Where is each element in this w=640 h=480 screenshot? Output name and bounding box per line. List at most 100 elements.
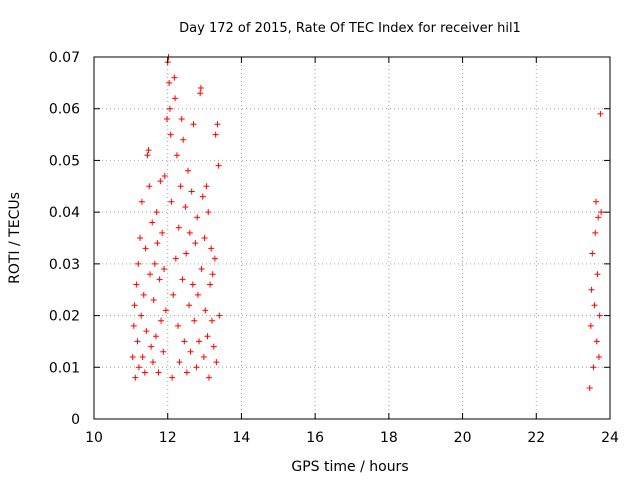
data-point bbox=[144, 152, 151, 159]
data-point bbox=[149, 359, 156, 366]
data-point bbox=[204, 333, 211, 340]
y-tick-label: 0.02 bbox=[49, 309, 80, 325]
y-tick-label: 0.05 bbox=[49, 153, 80, 169]
data-point bbox=[202, 307, 209, 314]
data-point bbox=[138, 312, 145, 319]
data-point bbox=[216, 312, 223, 319]
data-point bbox=[155, 369, 162, 376]
data-point bbox=[205, 209, 212, 216]
data-point bbox=[135, 260, 142, 267]
data-point bbox=[188, 188, 195, 195]
data-point bbox=[160, 348, 167, 355]
data-point bbox=[131, 302, 138, 309]
data-point bbox=[139, 353, 146, 360]
data-point bbox=[197, 85, 204, 92]
data-point bbox=[135, 364, 142, 371]
y-tick-label: 0.06 bbox=[49, 102, 80, 118]
data-point bbox=[166, 105, 173, 112]
data-point bbox=[179, 276, 186, 283]
data-point bbox=[133, 281, 140, 288]
data-point bbox=[587, 322, 594, 329]
data-point bbox=[151, 260, 158, 267]
data-point bbox=[134, 338, 141, 345]
data-point bbox=[172, 95, 179, 102]
data-point bbox=[169, 374, 176, 381]
data-point bbox=[215, 162, 222, 169]
x-axis-label: GPS time / hours bbox=[291, 459, 408, 475]
y-tick-label: 0.03 bbox=[49, 257, 80, 273]
data-point bbox=[181, 338, 188, 345]
data-point bbox=[163, 116, 170, 123]
x-tick-label: 16 bbox=[306, 430, 324, 446]
data-point bbox=[192, 240, 199, 247]
data-point bbox=[156, 276, 163, 283]
x-tick-label: 12 bbox=[159, 430, 177, 446]
data-point bbox=[593, 338, 600, 345]
data-point bbox=[171, 74, 178, 81]
data-point bbox=[143, 328, 150, 335]
data-point bbox=[186, 229, 193, 236]
data-point bbox=[182, 203, 189, 210]
x-tick-label: 24 bbox=[601, 430, 619, 446]
data-point bbox=[159, 229, 166, 236]
data-point bbox=[146, 183, 153, 190]
data-point bbox=[167, 131, 174, 138]
data-point bbox=[150, 297, 157, 304]
data-point bbox=[154, 240, 161, 247]
data-point bbox=[161, 172, 168, 179]
data-point bbox=[168, 198, 175, 205]
data-point bbox=[173, 152, 180, 159]
data-point bbox=[166, 79, 173, 86]
data-point bbox=[200, 353, 207, 360]
data-point bbox=[183, 250, 190, 257]
data-point bbox=[591, 302, 598, 309]
data-point bbox=[194, 214, 201, 221]
x-tick-label: 14 bbox=[233, 430, 251, 446]
data-point bbox=[194, 291, 201, 298]
data-point bbox=[213, 359, 220, 366]
data-point bbox=[586, 384, 593, 391]
data-point bbox=[142, 245, 149, 252]
x-tick-labels: 10 12 14 16 18 20 22 24 bbox=[85, 430, 619, 446]
data-point bbox=[193, 364, 200, 371]
data-point bbox=[199, 193, 206, 200]
y-tick-label: 0.04 bbox=[49, 205, 80, 221]
data-point bbox=[190, 121, 197, 128]
data-point bbox=[207, 281, 214, 288]
data-point bbox=[177, 183, 184, 190]
data-point bbox=[598, 209, 605, 216]
data-point bbox=[175, 224, 182, 231]
plot-frame bbox=[93, 56, 611, 420]
data-point bbox=[208, 245, 215, 252]
data-point bbox=[212, 131, 219, 138]
x-tick-label: 10 bbox=[85, 430, 103, 446]
ticks-layer bbox=[93, 56, 611, 420]
data-point bbox=[597, 110, 604, 117]
data-point bbox=[205, 374, 212, 381]
data-point bbox=[141, 369, 148, 376]
data-point bbox=[137, 235, 144, 241]
y-tick-label: 0.07 bbox=[49, 50, 80, 66]
data-point bbox=[132, 374, 139, 381]
data-point bbox=[596, 312, 603, 319]
data-point bbox=[189, 281, 196, 288]
data-point bbox=[183, 369, 190, 376]
data-point bbox=[157, 178, 164, 185]
data-point bbox=[175, 322, 182, 329]
data-point bbox=[214, 121, 221, 128]
y-tick-labels: 0 0.01 0.02 0.03 0.04 0.05 0.06 0.07 bbox=[49, 50, 80, 428]
data-point bbox=[208, 317, 215, 324]
y-tick-label: 0 bbox=[71, 412, 80, 428]
points-layer bbox=[129, 54, 605, 391]
data-point bbox=[180, 136, 187, 143]
data-point bbox=[145, 147, 152, 154]
data-point bbox=[592, 229, 599, 236]
data-point bbox=[209, 271, 216, 278]
data-point bbox=[152, 333, 159, 340]
data-point bbox=[130, 322, 137, 329]
data-point bbox=[158, 317, 165, 324]
data-point bbox=[211, 255, 218, 262]
data-point bbox=[153, 209, 160, 216]
data-point bbox=[595, 214, 602, 221]
